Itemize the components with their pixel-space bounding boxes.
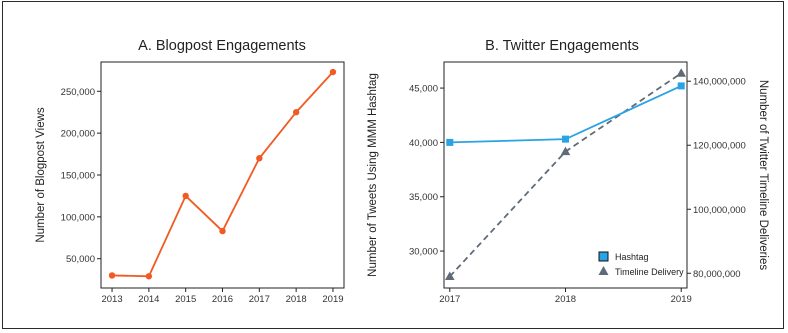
- views-point: [329, 68, 337, 76]
- panel-b-plot-border: [443, 61, 688, 289]
- panel-a-y-tick-label: 200,000: [61, 129, 95, 140]
- panel-b-y-tick-label: 30,000: [409, 247, 438, 258]
- panel-b-y-ticks: 30,000 35,000 40,000 45,000: [409, 84, 444, 258]
- views-point: [145, 273, 153, 280]
- panel-a-x-tick-label: 2015: [175, 294, 196, 305]
- timeline-delivery-point: [676, 68, 687, 77]
- panel-b-legend: Hashtag Timeline Delivery: [598, 251, 684, 277]
- hashtag-point: [677, 82, 685, 90]
- legend-timeline-swatch: [598, 266, 609, 275]
- figure-frame: [2, 1, 784, 329]
- panel-b-y2-axis-label: Number of Twitter Timeline Deliveries: [757, 80, 769, 270]
- timeline-delivery-point: [444, 271, 455, 280]
- panel-b-y2-tick-label: 140,000,000: [693, 77, 746, 88]
- panel-a-x-tick-label: 2017: [249, 294, 270, 305]
- panel-b-y-tick-label: 35,000: [409, 192, 438, 203]
- panel-a-x-tick-label: 2013: [101, 294, 122, 305]
- panel-a-title: A. Blogpost Engagements: [138, 38, 306, 54]
- panel-a-x-ticks: 2013 2014 2015 2016 2017 2018 2019: [101, 288, 344, 305]
- hashtag-point: [446, 138, 454, 146]
- timeline-delivery-point: [560, 146, 571, 156]
- views-point: [292, 109, 300, 116]
- views-point: [219, 227, 226, 235]
- panel-b-title: B. Twitter Engagements: [485, 38, 639, 54]
- hashtag-point: [562, 135, 569, 143]
- panel-b-y2-tick-label: 120,000,000: [693, 141, 746, 152]
- panel-b-y-tick-label: 40,000: [409, 138, 438, 149]
- panel-b-y-tick-label: 45,000: [409, 84, 438, 95]
- panel-b-series: [444, 68, 687, 280]
- legend-timeline-label: Timeline Delivery: [615, 267, 684, 277]
- views-point: [182, 192, 189, 200]
- panel-b-y2-ticks: 80,000,000 100,000,000 120,000,000 140,000,…: [687, 77, 746, 280]
- panel-a-x-tick-label: 2016: [212, 294, 233, 305]
- panel-a-y-axis-label: Number of Blogpost Views: [35, 107, 47, 243]
- panel-a-y-tick-label: 250,000: [61, 87, 95, 98]
- panel-a-y-ticks: 50,000 100,000 150,000 200,000 250,000: [61, 87, 101, 265]
- panel-b-y2-tick-label: 100,000,000: [693, 205, 746, 216]
- views-point: [108, 272, 116, 279]
- panel-b-x-ticks: 2017 2018 2019: [439, 288, 692, 305]
- legend-hashtag-swatch: [598, 251, 609, 262]
- panel-a-y-tick-label: 150,000: [61, 171, 95, 182]
- panel-a-y-tick-label: 50,000: [66, 254, 95, 265]
- panel-b-y2-tick-label: 80,000,000: [693, 269, 741, 280]
- views-line: [112, 71, 334, 278]
- panel-blogpost-engagements: A. Blogpost Engagements Number of Blogpo…: [35, 38, 345, 305]
- panel-a-x-tick-label: 2018: [286, 294, 307, 305]
- panel-a-series-views: [108, 68, 337, 280]
- hashtag-line: [449, 85, 682, 144]
- panel-b-x-tick-label: 2018: [555, 294, 576, 305]
- panel-a-plot-border: [100, 61, 345, 289]
- legend-hashtag-label: Hashtag: [615, 252, 649, 262]
- panel-b-y-axis-label: Number of Tweets Using MMM Hashtag: [367, 73, 379, 277]
- panel-b-x-tick-label: 2017: [439, 294, 460, 305]
- panel-a-x-tick-label: 2014: [138, 294, 159, 305]
- panel-twitter-engagements: B. Twitter Engagements Number of Tweets …: [367, 38, 769, 305]
- panel-a-x-tick-label: 2019: [322, 294, 343, 305]
- panel-a-y-tick-label: 100,000: [61, 212, 95, 223]
- panel-b-x-tick-label: 2019: [671, 294, 692, 305]
- timeline-delivery-line: [449, 72, 682, 278]
- views-point: [256, 155, 263, 162]
